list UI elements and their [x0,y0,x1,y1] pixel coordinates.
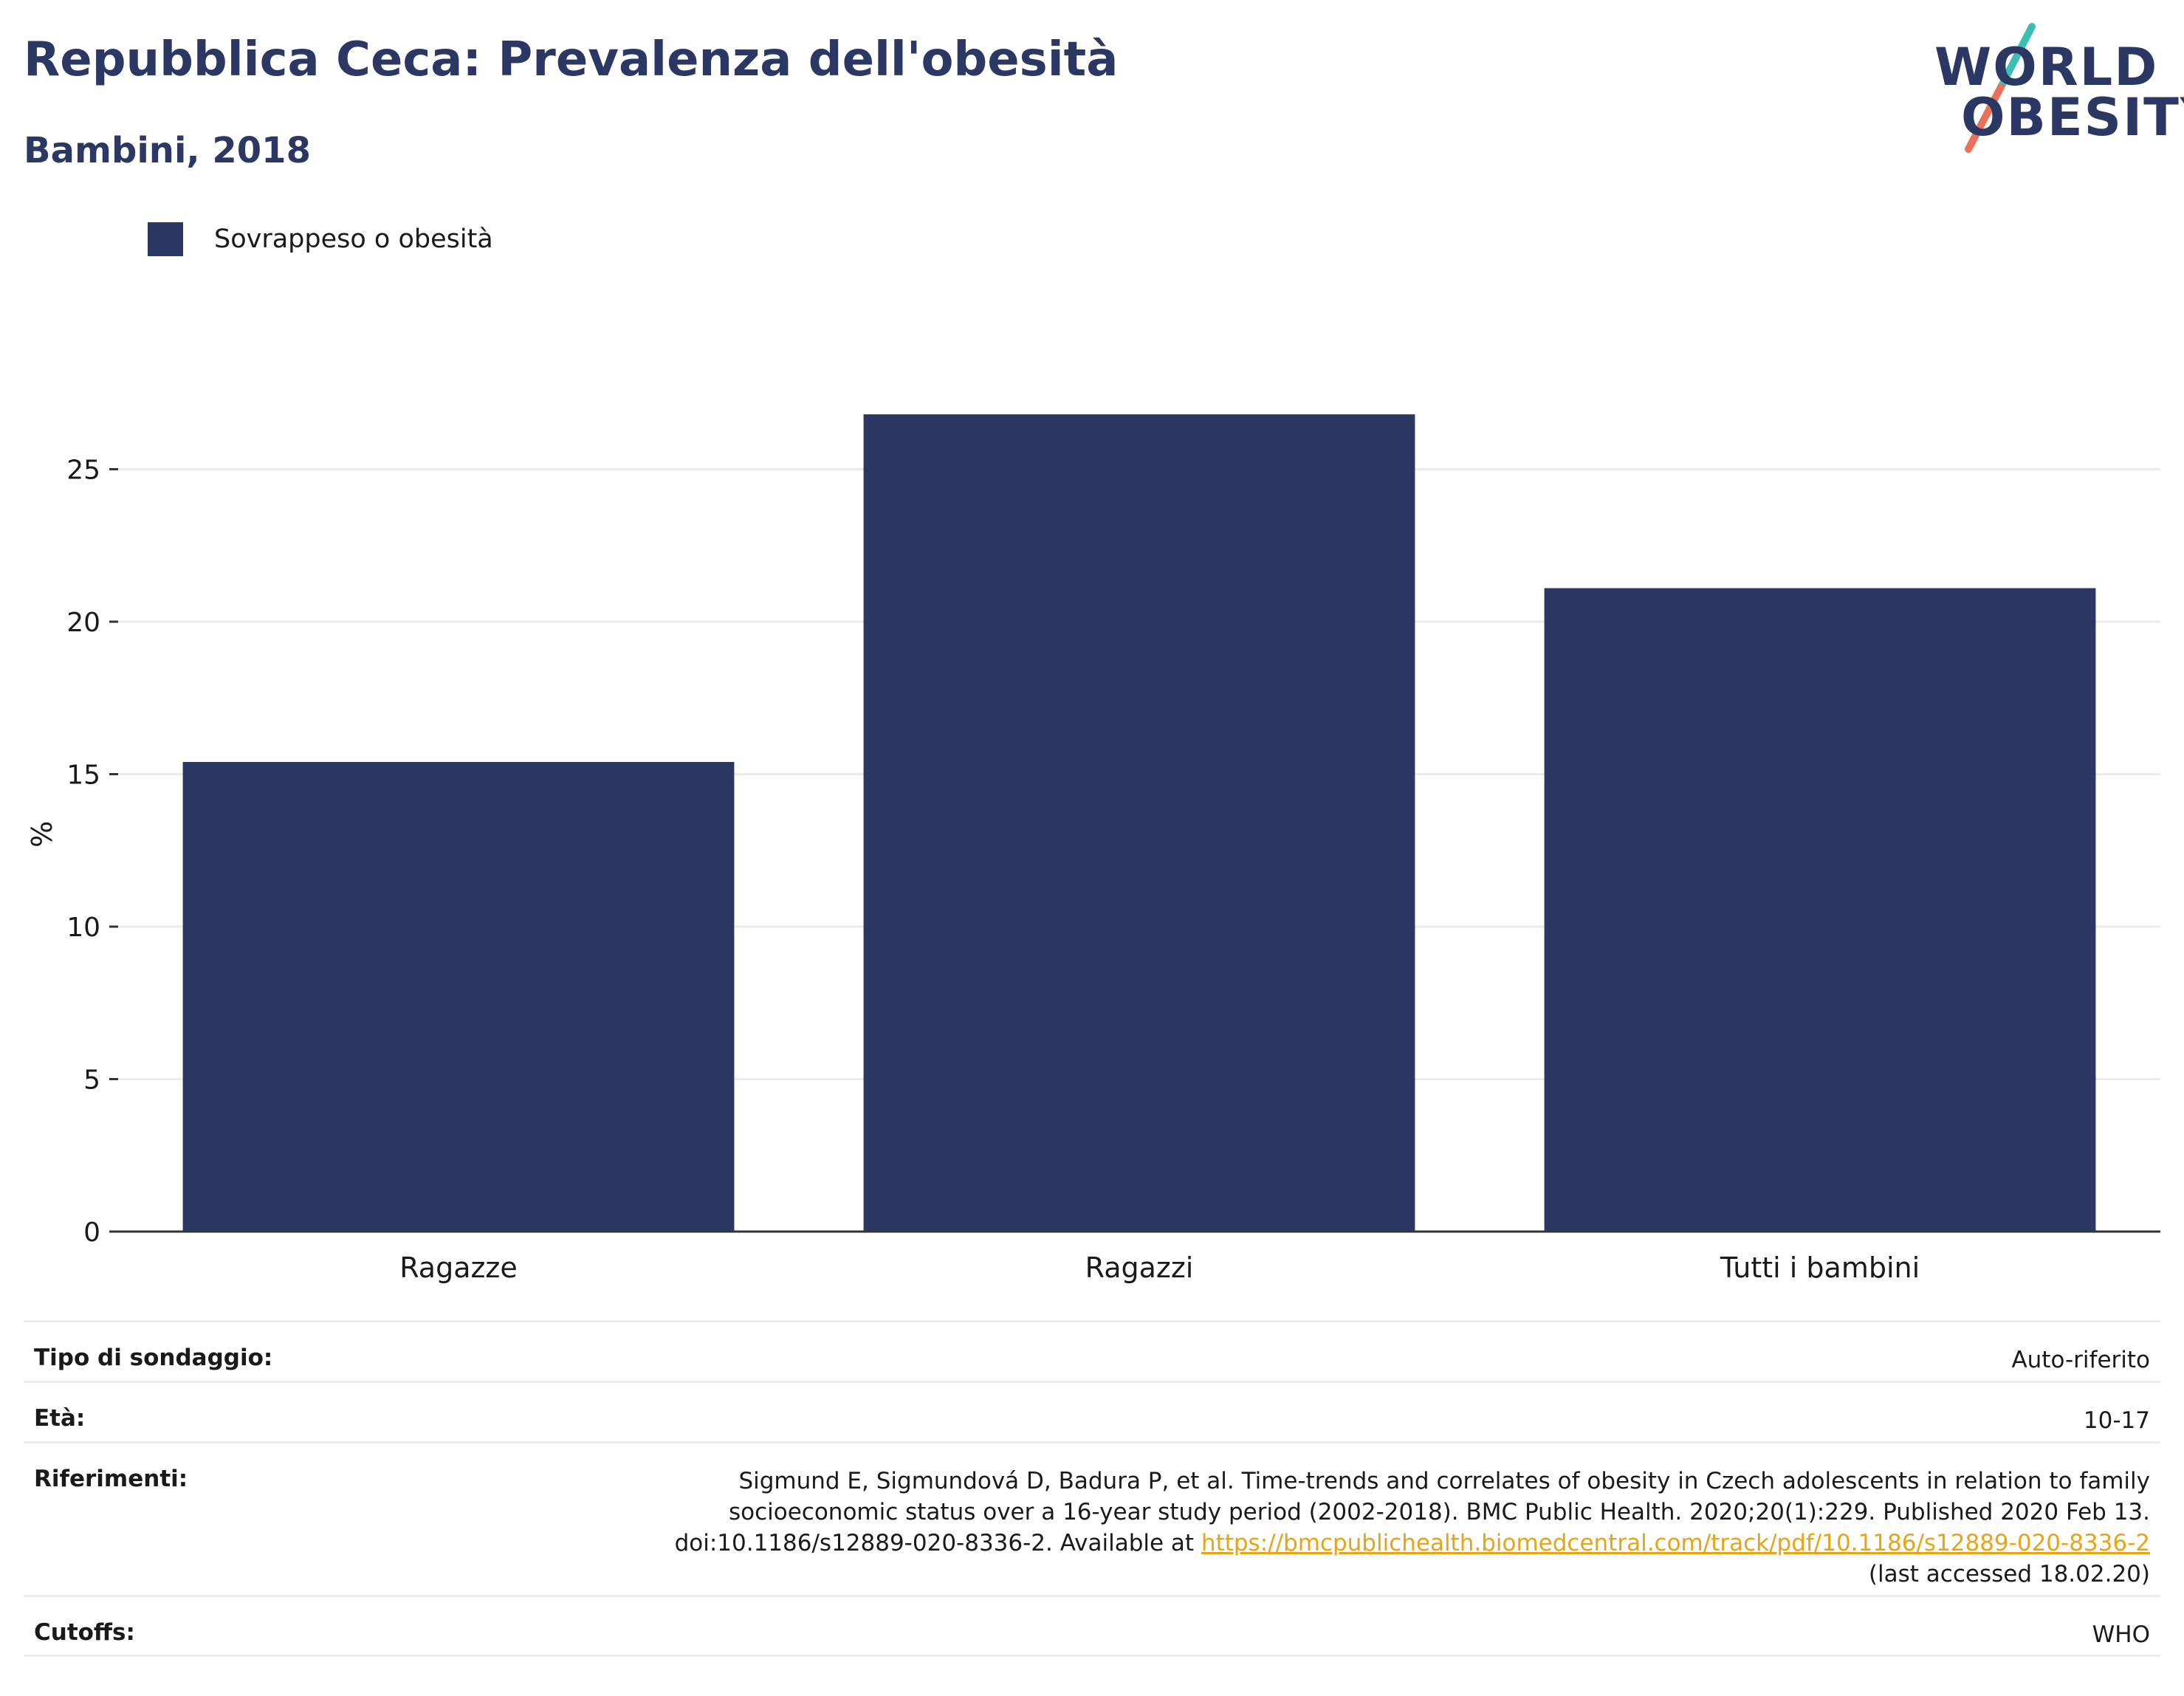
reference-line-3: doi:10.1186/s12889-020-8336-2. Available… [675,1528,2150,1559]
y-tick-label: 25 [66,456,100,486]
world-obesity-logo: WORLD OBESITY [1920,22,2184,155]
legend-swatch [148,222,183,256]
meta-key-age: Età: [34,1405,86,1432]
bar-ragazzi [863,414,1415,1232]
meta-row-age: Età: 10-17 [24,1381,2160,1441]
y-axis-label: % [26,821,58,848]
bar-ragazze [182,761,735,1232]
logo-word-world: WORLD [1934,37,2159,97]
reference-doi: doi:10.1186/s12889-020-8336-2. Available… [674,1530,1201,1556]
meta-row-survey-type: Tipo di sondaggio: Auto-riferito [24,1320,2160,1381]
logo-word-obesity: OBESITY [1961,87,2184,148]
x-tick-label: Tutti i bambini [1720,1252,1920,1284]
chart-bars [182,414,2096,1232]
legend-label: Sovrappeso o obesità [214,224,493,254]
meta-key-references: Riferimenti: [34,1466,188,1492]
meta-key-survey-type: Tipo di sondaggio: [34,1345,273,1371]
y-tick-label: 20 [66,608,100,638]
y-tick-label: 15 [66,761,100,791]
chart-legend: Sovrappeso o obesità [148,222,493,257]
reference-link[interactable]: https://bmcpublichealth.biomedcentral.co… [1201,1530,2150,1556]
y-tick-label: 10 [66,913,100,943]
reference-line-2: socioeconomic status over a 16-year stud… [728,1499,2150,1525]
logo-slash-icon [1965,23,2036,153]
meta-value-survey-type: Auto-riferito [2011,1347,2150,1373]
reference-line-1: Sigmund E, Sigmundová D, Badura P, et al… [738,1468,2150,1494]
meta-key-cutoffs: Cutoffs: [34,1619,135,1646]
meta-row-references: Riferimenti: Sigmund E, Sigmundová D, Ba… [24,1441,2160,1595]
meta-value-age: 10-17 [2083,1407,2150,1434]
y-tick-label: 0 [83,1218,100,1248]
meta-row-cutoffs: Cutoffs: WHO [24,1595,2160,1657]
meta-value-cutoffs: WHO [2092,1621,2150,1648]
chart-title: Repubblica Ceca: Prevalenza dell'obesità [24,32,1119,87]
x-tick-label: Ragazzi [1085,1252,1194,1284]
y-tick-label: 5 [83,1065,100,1096]
meta-value-references: Sigmund E, Sigmundová D, Badura P, et al… [675,1443,2160,1590]
bar-chart: 0 5 10 15 20 25 Ragazze Ragazzi Tutti i bambini… [26,414,2160,1284]
bar-tutti-i-bambini [1544,588,2096,1232]
chart-subtitle: Bambini, 2018 [24,130,311,171]
x-tick-label: Ragazze [399,1252,518,1284]
metadata-table: Tipo di sondaggio: Auto-riferito Età: 10… [24,1320,2160,1657]
x-axis-labels: Ragazze Ragazzi Tutti i bambini [399,1252,1920,1284]
reference-line-4: (last accessed 18.02.20) [1868,1561,2150,1587]
y-axis-ticks: 0 5 10 15 20 25 [66,456,118,1248]
